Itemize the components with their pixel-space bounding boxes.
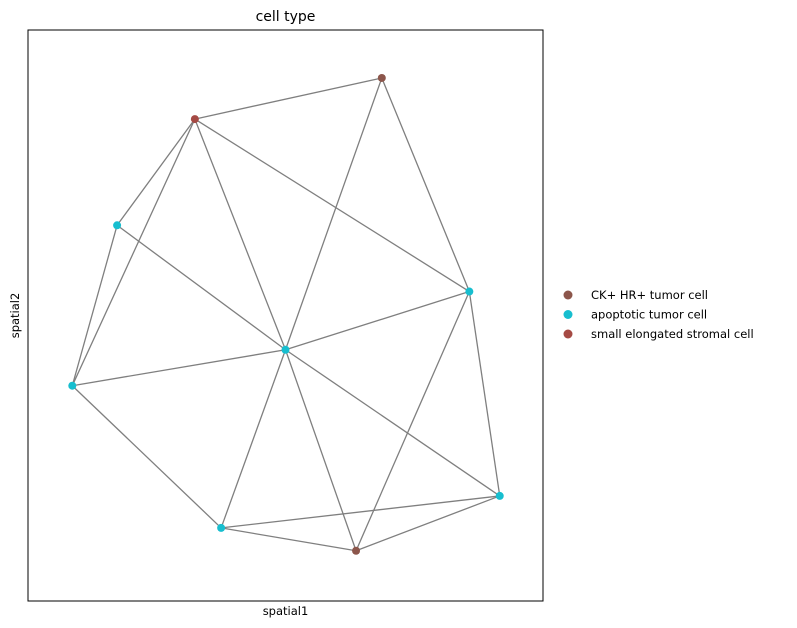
nodes-layer: [68, 73, 504, 555]
legend: CK+ HR+ tumor cell apoptotic tumor cell sm…: [563, 288, 754, 341]
graph-edge: [285, 290, 470, 351]
graph-edge: [220, 349, 287, 529]
y-axis-label: spatial2: [8, 293, 22, 339]
data-point: [377, 73, 386, 82]
graph-edge: [71, 385, 222, 529]
legend-label: small elongated stromal cell: [591, 327, 754, 341]
graph-edge: [194, 77, 382, 120]
x-axis-label: spatial1: [263, 604, 309, 618]
graph-edge: [355, 291, 470, 552]
legend-label: CK+ HR+ tumor cell: [591, 288, 708, 302]
legend-marker: [563, 290, 573, 300]
graph-edge: [116, 118, 196, 226]
graph-edge: [468, 291, 501, 497]
graph-edge: [221, 495, 500, 529]
plot-frame: [27, 29, 544, 602]
data-point: [217, 523, 226, 532]
graph-edge: [71, 118, 196, 387]
graph-edge: [285, 349, 501, 497]
graph-edge: [355, 495, 500, 552]
chart-title: cell type: [256, 9, 316, 25]
data-point: [281, 345, 290, 354]
legend-marker: [563, 329, 573, 339]
data-point: [352, 546, 361, 555]
edges-layer: [71, 77, 501, 552]
graph-edge: [381, 77, 470, 292]
data-point: [190, 115, 199, 124]
graph-edge: [194, 118, 470, 293]
graph-edge: [71, 225, 118, 386]
graph-edge: [72, 349, 286, 387]
data-point: [68, 381, 77, 390]
legend-label: apoptotic tumor cell: [591, 308, 707, 322]
graph-edge: [116, 224, 286, 351]
data-point: [465, 287, 474, 296]
data-point: [495, 491, 504, 500]
legend-marker: [563, 310, 573, 319]
graph-edge: [284, 349, 357, 551]
graph-edge: [221, 527, 357, 552]
graph-edge: [284, 77, 383, 350]
data-point: [113, 221, 122, 230]
graph-edge: [194, 118, 287, 350]
